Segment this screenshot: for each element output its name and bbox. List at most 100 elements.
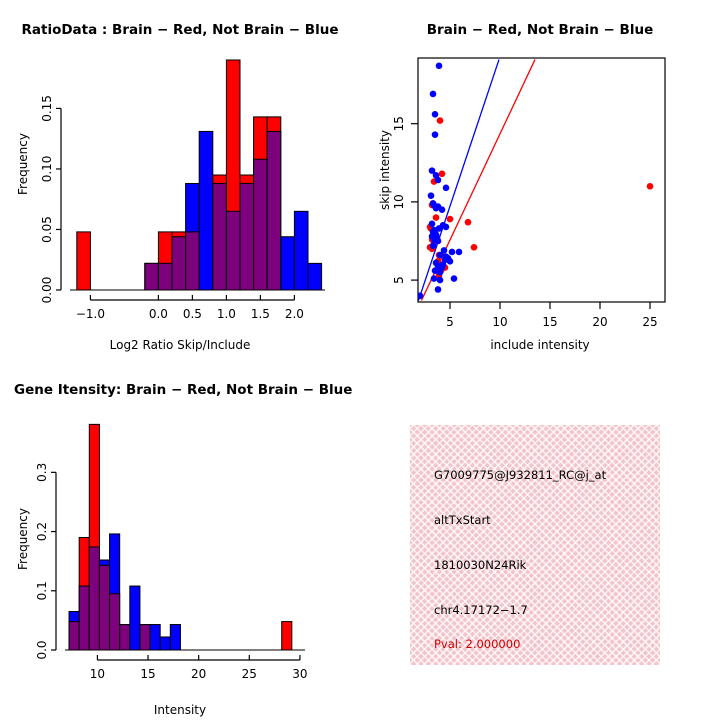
x-tick-label: 25 xyxy=(242,667,257,681)
histogram-bar xyxy=(307,262,323,291)
x-tick-label: 0.0 xyxy=(149,307,168,321)
x-tick-label: 0.5 xyxy=(183,307,202,321)
scatter-point xyxy=(431,111,439,118)
histogram-bar xyxy=(198,130,214,291)
histogram-bar xyxy=(293,210,309,291)
scatter-point xyxy=(418,292,424,300)
intensity-scatter-plot: 5 10 15 5 10 15 20 25 xyxy=(392,57,666,329)
histogram-bar-overlap xyxy=(239,182,255,291)
regression-line xyxy=(418,59,500,301)
panel-gene-histogram: Gene Itensity: Brain − Red, Not Brain − … xyxy=(0,360,360,720)
info-pval: Pval: 2.000000 xyxy=(434,637,521,651)
scatter-point xyxy=(436,268,444,276)
gene-histogram-title: Gene Itensity: Brain − Red, Not Brain − … xyxy=(14,382,353,398)
info-locus: chr4.17172−1.7 xyxy=(434,603,528,617)
scatter-point xyxy=(434,286,442,293)
histogram-bar-overlap xyxy=(185,231,200,291)
scatter-point xyxy=(429,90,437,98)
histogram-bar xyxy=(149,624,161,651)
y-tick-label: 5 xyxy=(392,276,406,284)
scatter-point xyxy=(428,167,436,174)
scatter-point xyxy=(435,225,443,232)
ratio-histogram-plot: 0.00 0.05 0.10 0.15 −1.0 0.0 0.5 1.0 1.5 2.0 xyxy=(40,59,325,321)
histogram-bar xyxy=(281,621,293,651)
scatter-point xyxy=(432,204,440,212)
scatter-point xyxy=(438,170,446,178)
plot-inner xyxy=(418,59,654,301)
scatter-point xyxy=(436,276,444,284)
ratio-histogram-title: RatioData : Brain − Red, Not Brain − Blu… xyxy=(21,22,339,38)
y-tick-label: 0.00 xyxy=(40,277,54,304)
histogram-bar-overlap xyxy=(98,564,111,651)
y-tick-label: 15 xyxy=(392,116,406,131)
panel-ratio-histogram: RatioData : Brain − Red, Not Brain − Blu… xyxy=(0,0,360,360)
gene-histogram-plot: 0.0 0.1 0.2 0.3 10 15 20 25 30 xyxy=(35,423,308,681)
x-tick-label: 5 xyxy=(446,315,454,329)
x-tick-label: 25 xyxy=(642,315,657,329)
scatter-point xyxy=(434,237,442,245)
scatter-point xyxy=(431,131,439,138)
x-tick-label: 2.0 xyxy=(285,307,304,321)
ratio-histogram-xlabel: Log2 Ratio Skip/Include xyxy=(109,338,251,352)
y-tick-label: 0.1 xyxy=(35,581,49,600)
histogram-bar-overlap xyxy=(225,210,241,291)
histogram-bar-overlap xyxy=(212,182,227,291)
info-event-type: altTxStart xyxy=(434,513,491,527)
x-tick-label: 15 xyxy=(140,667,155,681)
x-tick-label: 30 xyxy=(292,667,307,681)
histogram-bar-overlap xyxy=(157,262,173,291)
scatter-point xyxy=(440,247,448,254)
info-gene-symbol: 1810030N24Rik xyxy=(434,558,527,572)
scatter-point xyxy=(442,184,450,192)
scatter-point xyxy=(446,258,454,265)
histogram-bar xyxy=(159,636,171,651)
scatter-point xyxy=(438,206,446,214)
ratio-histogram-ylabel: Frequency xyxy=(16,133,30,195)
histogram-bar xyxy=(76,231,91,291)
scatter-point xyxy=(442,223,450,231)
gene-histogram-xlabel: Intensity xyxy=(153,703,207,717)
histogram-bar-overlap xyxy=(266,130,282,291)
panel-gene-info: G7009775@J932811_RC@j_at altTxStart 1810… xyxy=(360,360,720,720)
gene-info-box: G7009775@J932811_RC@j_at altTxStart 1810… xyxy=(410,425,660,665)
x-tick-label: −1.0 xyxy=(76,307,105,321)
intensity-scatter-ylabel: skip intensity xyxy=(378,130,392,210)
histogram-bar-overlap xyxy=(68,621,80,651)
scatter-point xyxy=(435,62,443,70)
x-tick-label: 20 xyxy=(191,667,206,681)
x-tick-label: 10 xyxy=(90,667,105,681)
scatter-point xyxy=(446,215,454,223)
histogram-bar-overlap xyxy=(119,624,131,651)
scatter-point xyxy=(436,117,444,124)
scatter-point xyxy=(464,218,472,226)
scatter-point xyxy=(431,267,439,275)
histogram-bar xyxy=(169,624,181,651)
scatter-point xyxy=(430,275,438,282)
histogram-bar-overlap xyxy=(139,624,151,651)
y-tick-label: 0.2 xyxy=(35,522,49,541)
histogram-bar-overlap xyxy=(253,158,268,291)
y-tick-label: 0.0 xyxy=(35,640,49,659)
x-tick-label: 15 xyxy=(542,315,557,329)
y-tick-label: 0.10 xyxy=(40,156,54,183)
histogram-bar-overlap xyxy=(78,585,90,651)
y-tick-label: 10 xyxy=(392,194,406,209)
x-tick-label: 20 xyxy=(592,315,607,329)
intensity-scatter-title: Brain − Red, Not Brain − Blue xyxy=(426,22,654,38)
x-tick-label: 1.5 xyxy=(251,307,270,321)
scatter-point xyxy=(432,214,440,221)
histogram-bar-overlap xyxy=(144,262,159,291)
y-tick-label: 0.15 xyxy=(40,95,54,122)
scatter-point xyxy=(455,248,463,256)
panel-intensity-scatter: Brain − Red, Not Brain − Blue 5 10 15 5 10 15… xyxy=(360,0,720,360)
info-probe-id: G7009775@J932811_RC@j_at xyxy=(434,468,607,482)
x-tick-label: 1.0 xyxy=(217,307,236,321)
scatter-point xyxy=(448,248,456,256)
scatter-point xyxy=(427,192,435,199)
gene-histogram-ylabel: Frequency xyxy=(16,508,30,570)
x-tick-label: 10 xyxy=(492,315,507,329)
scatter-point xyxy=(428,220,436,228)
y-tick-label: 0.05 xyxy=(40,216,54,243)
y-tick-label: 0.3 xyxy=(35,463,49,482)
